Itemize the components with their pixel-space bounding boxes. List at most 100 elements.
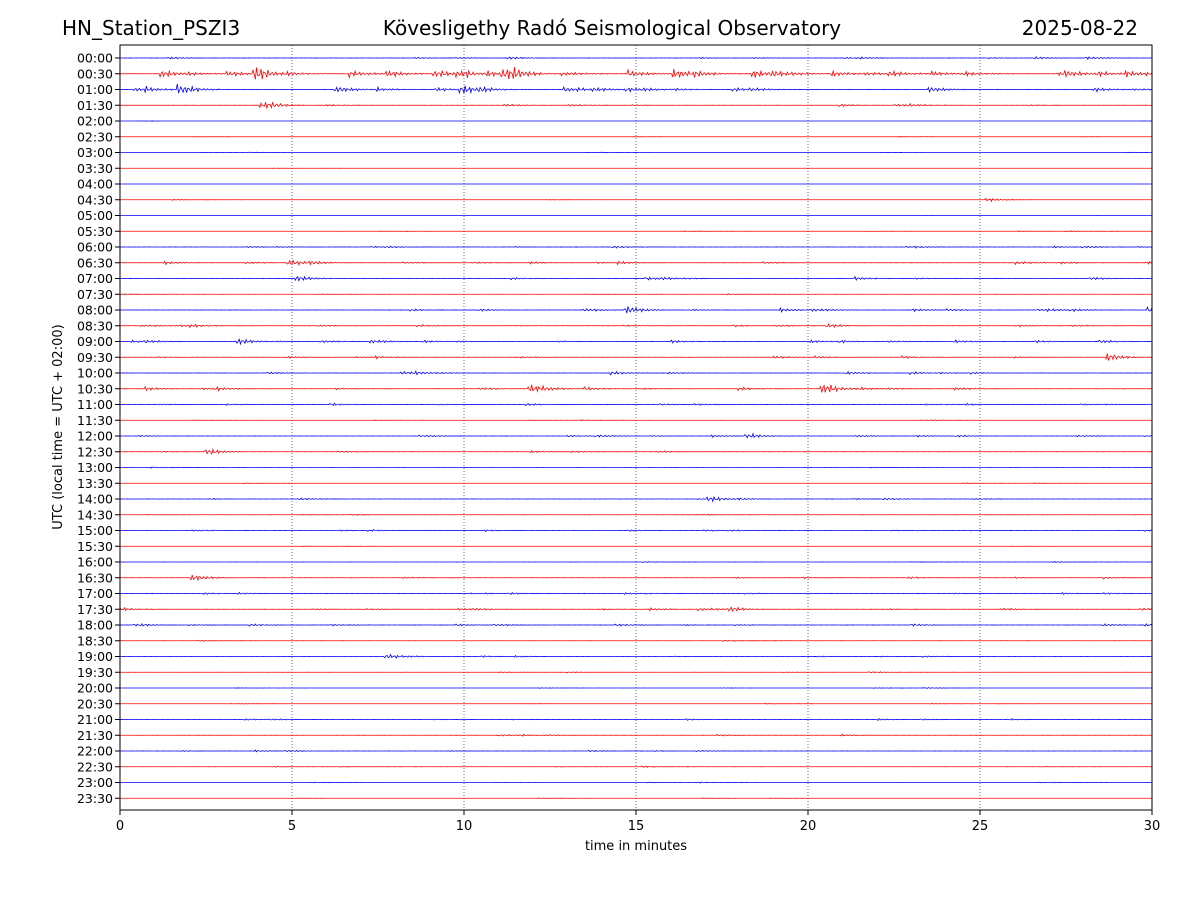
trace-line (119, 749, 1153, 753)
trace-line (119, 259, 1153, 266)
y-tick-label: 15:30 (77, 539, 113, 554)
y-tick-label: 13:00 (77, 460, 113, 475)
trace-line (119, 545, 1153, 548)
y-axis-label: UTC (local time = UTC + 02:00) (51, 324, 66, 529)
y-tick-label: 17:00 (77, 586, 113, 601)
trace-line (119, 671, 1153, 674)
y-tick-label: 02:00 (77, 114, 113, 129)
trace-line (119, 448, 1153, 455)
y-tick-label: 00:30 (77, 66, 113, 81)
trace-line (119, 370, 1153, 376)
y-tick-label: 08:00 (77, 303, 113, 318)
y-tick-label: 10:00 (77, 366, 113, 381)
y-tick-label: 16:30 (77, 570, 113, 585)
trace-line (119, 275, 1153, 282)
trace-line (119, 230, 1153, 233)
y-tick-label: 09:30 (77, 350, 113, 365)
y-tick-labels: 00:0000:3001:0001:3002:0002:3003:0003:30… (77, 51, 120, 806)
trace-line (119, 197, 1153, 203)
y-tick-label: 05:00 (77, 208, 113, 223)
trace-line (119, 323, 1152, 329)
y-tick-label: 04:30 (77, 192, 113, 207)
y-tick-label: 19:00 (77, 649, 113, 664)
trace-line (119, 622, 1153, 627)
y-tick-label: 16:00 (77, 555, 113, 570)
y-tick-label: 23:30 (77, 791, 113, 806)
y-tick-label: 03:30 (77, 161, 113, 176)
y-tick-label: 21:00 (77, 712, 113, 727)
y-tick-label: 09:00 (77, 334, 113, 349)
y-tick-label: 21:30 (77, 728, 113, 743)
y-tick-label: 14:00 (77, 492, 113, 507)
x-tick-label: 10 (456, 819, 473, 834)
trace-line (119, 639, 1153, 642)
y-tick-label: 17:30 (77, 602, 113, 617)
x-tick-label: 30 (1144, 819, 1161, 834)
y-tick-label: 03:00 (77, 145, 113, 160)
y-tick-label: 05:30 (77, 224, 113, 239)
trace-line (119, 83, 1153, 95)
trace-line (119, 293, 1153, 296)
y-tick-label: 20:00 (77, 681, 113, 696)
trace-line (120, 797, 1152, 800)
y-tick-label: 06:30 (77, 255, 113, 270)
trace-line (119, 306, 1153, 314)
trace-line (119, 482, 1152, 485)
trace-line (119, 151, 1153, 154)
trace-line (120, 687, 1153, 689)
y-tick-label: 19:30 (77, 665, 113, 680)
y-tick-label: 13:30 (77, 476, 113, 491)
x-tick-label: 15 (628, 819, 645, 834)
observatory-title: Kövesligethy Radó Seismological Observat… (383, 16, 841, 40)
trace-line (119, 606, 1153, 613)
y-tick-label: 12:00 (77, 429, 113, 444)
x-axis-ticks: 0 5 10 15 20 25 30 (116, 810, 1160, 834)
y-tick-label: 07:00 (77, 271, 113, 286)
y-tick-label: 15:00 (77, 523, 113, 538)
trace-line (119, 765, 1153, 768)
trace-line (119, 55, 1153, 61)
y-tick-label: 11:00 (77, 397, 113, 412)
y-tick-label: 12:30 (77, 444, 113, 459)
trace-line (119, 574, 1153, 582)
y-tick-label: 01:00 (77, 82, 113, 97)
seismic-traces (119, 55, 1153, 800)
trace-line (119, 528, 1153, 533)
trace-line (119, 466, 1153, 469)
trace-line (119, 338, 1153, 346)
y-tick-label: 14:30 (77, 507, 113, 522)
trace-line (119, 101, 1153, 110)
trace-line (120, 513, 1153, 516)
plot-frame (119, 44, 1153, 811)
date-title: 2025-08-22 (1022, 16, 1138, 40)
trace-line (119, 653, 1153, 659)
trace-line (119, 432, 1153, 439)
y-tick-label: 18:00 (77, 618, 113, 633)
y-tick-label: 08:30 (77, 318, 113, 333)
trace-line (119, 402, 1153, 407)
x-tick-label: 20 (800, 819, 817, 834)
y-tick-label: 20:30 (77, 696, 113, 711)
y-tick-label: 04:00 (77, 177, 113, 192)
trace-line (119, 419, 1153, 422)
trace-line (119, 591, 1153, 596)
y-tick-label: 01:30 (77, 98, 113, 113)
y-tick-label: 06:00 (77, 240, 113, 255)
trace-line (119, 353, 1153, 361)
y-tick-label: 11:30 (77, 413, 113, 428)
trace-line (119, 245, 1153, 249)
y-tick-label: 02:30 (77, 129, 113, 144)
trace-line (119, 384, 1153, 393)
x-tick-label: 25 (972, 819, 989, 834)
y-tick-label: 07:30 (77, 287, 113, 302)
trace-line (119, 67, 1153, 80)
trace-line (119, 495, 1153, 503)
station-title: HN_Station_PSZI3 (62, 16, 240, 40)
y-tick-label: 22:00 (77, 744, 113, 759)
y-tick-label: 10:30 (77, 381, 113, 396)
x-axis-label: time in minutes (585, 839, 687, 854)
trace-line (119, 703, 1153, 705)
y-tick-label: 23:00 (77, 775, 113, 790)
y-tick-label: 00:00 (77, 51, 113, 66)
